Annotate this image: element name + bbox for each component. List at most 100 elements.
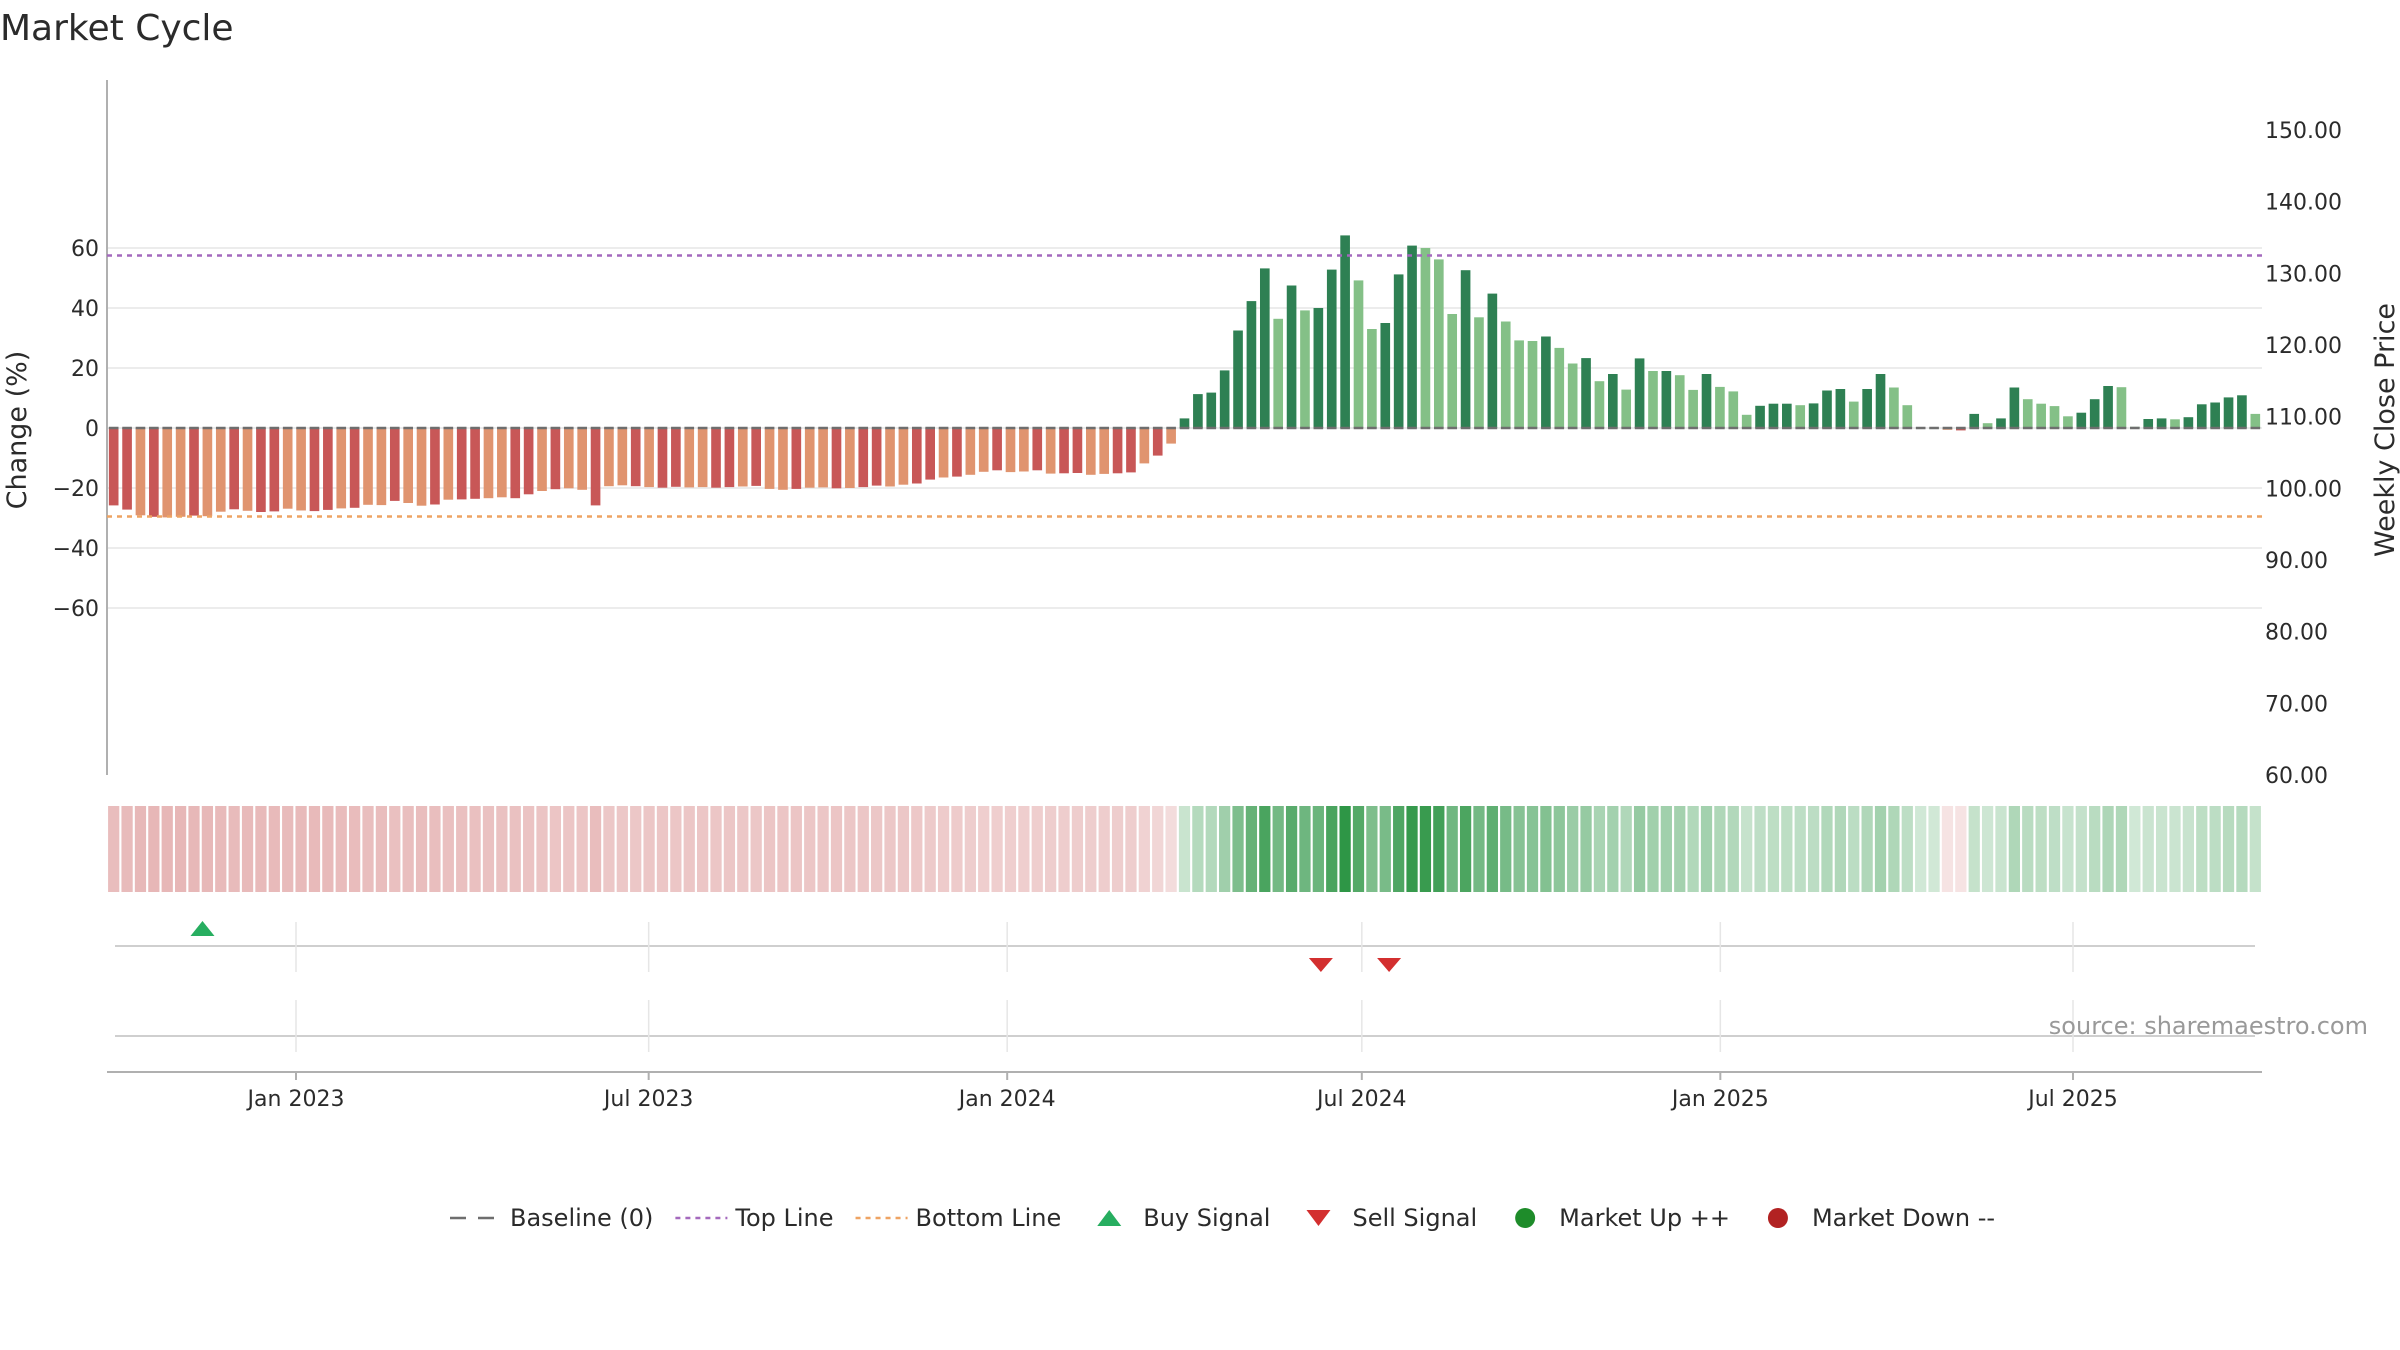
bar — [737, 428, 748, 487]
strip-cell — [1620, 806, 1632, 892]
strip-cell — [268, 806, 280, 892]
bar — [2250, 413, 2261, 428]
x-tick-label: Jul 2024 — [1315, 1087, 1407, 1112]
strip-cell — [937, 806, 950, 892]
strip-cell — [2048, 806, 2061, 892]
y2-tick-label: 60.00 — [2265, 764, 2328, 789]
bar — [309, 428, 320, 512]
bar — [483, 428, 494, 499]
strip-cell — [1741, 806, 1753, 892]
strip-cell — [148, 806, 160, 892]
strip-cell — [1393, 806, 1405, 892]
bar — [242, 428, 253, 511]
bar — [108, 428, 119, 506]
strip-cell — [576, 806, 588, 892]
bar — [1808, 403, 1819, 428]
bar — [925, 428, 935, 480]
strip-cell — [188, 806, 200, 892]
bar — [791, 428, 802, 489]
strip-cell — [134, 806, 147, 892]
legend-market-up-swatch — [1515, 1208, 1536, 1228]
bar — [1782, 403, 1792, 428]
bar — [657, 428, 668, 488]
legend-market-down-swatch — [1767, 1208, 1788, 1228]
bar — [376, 428, 387, 506]
bar — [229, 428, 239, 510]
bar — [1340, 235, 1350, 428]
bar — [1393, 274, 1404, 428]
bar — [403, 428, 413, 503]
strip-cell — [2022, 806, 2034, 892]
strip-cell — [482, 806, 495, 892]
bar — [497, 428, 507, 498]
y-tick-label: −40 — [53, 537, 99, 562]
strip-cell — [1767, 806, 1780, 892]
strip-cell — [228, 806, 240, 892]
strip-cell — [1874, 806, 1887, 892]
legend-label: Bottom Line — [916, 1204, 1062, 1232]
bar — [1661, 371, 1672, 428]
bar — [1594, 381, 1605, 428]
strip-cell — [1981, 806, 1994, 892]
bar — [1246, 301, 1257, 428]
strip-cell — [1192, 806, 1204, 892]
x-tick-label: Jan 2024 — [957, 1087, 1056, 1112]
strip-cell — [1888, 806, 1900, 892]
strip-cell — [1700, 806, 1713, 892]
sell-signal-marker — [1377, 958, 1402, 972]
strip-cell — [362, 806, 374, 892]
strip-cell — [1058, 806, 1070, 892]
strip-cell — [1607, 806, 1619, 892]
bar — [2103, 386, 2113, 428]
bar — [1768, 403, 1779, 428]
strip-cell — [1098, 806, 1110, 892]
strip-cell — [964, 806, 976, 892]
strip-cell — [683, 806, 695, 892]
strip-cell — [1379, 806, 1391, 892]
strip-cell — [322, 806, 334, 892]
bar — [1554, 347, 1565, 428]
y-tick-label: 20 — [71, 357, 99, 382]
strip-cell — [1031, 806, 1043, 892]
bar — [1233, 330, 1243, 428]
strip-cell — [857, 806, 869, 892]
strip-cell — [1419, 806, 1432, 892]
strip-cell — [1901, 806, 1913, 892]
bar — [1621, 389, 1632, 428]
strip-cell — [402, 806, 414, 892]
bar — [1126, 428, 1136, 473]
strip-cell — [1781, 806, 1793, 892]
legend-label: Sell Signal — [1352, 1204, 1477, 1232]
bar — [831, 428, 842, 489]
bar — [2036, 403, 2046, 428]
bar — [1969, 413, 1980, 428]
strip-cell — [804, 806, 816, 892]
strip-cell — [656, 806, 669, 892]
strip-cell — [1125, 806, 1137, 892]
strip-cell — [563, 806, 575, 892]
cycle-intensity-strip — [108, 806, 2261, 892]
bar — [1848, 401, 1859, 428]
bar — [1112, 428, 1123, 474]
bar — [1889, 387, 1899, 428]
y2-tick-label: 110.00 — [2265, 406, 2342, 431]
bar — [1567, 363, 1578, 428]
strip-cell — [536, 806, 548, 892]
bar — [189, 428, 199, 516]
bar — [630, 428, 641, 487]
strip-cell — [1687, 806, 1699, 892]
bar — [1728, 391, 1739, 428]
bar — [470, 428, 480, 499]
bar — [1608, 374, 1618, 428]
strip-cell — [456, 806, 468, 892]
strip-cell — [1299, 806, 1311, 892]
strip-cell — [1473, 806, 1485, 892]
strip-cell — [737, 806, 749, 892]
strip-cell — [871, 806, 883, 892]
strip-cell — [589, 806, 602, 892]
bar — [1996, 418, 2006, 428]
strip-cell — [1446, 806, 1458, 892]
bar — [590, 428, 601, 506]
bar — [1367, 329, 1377, 428]
strip-cell — [1674, 806, 1686, 892]
